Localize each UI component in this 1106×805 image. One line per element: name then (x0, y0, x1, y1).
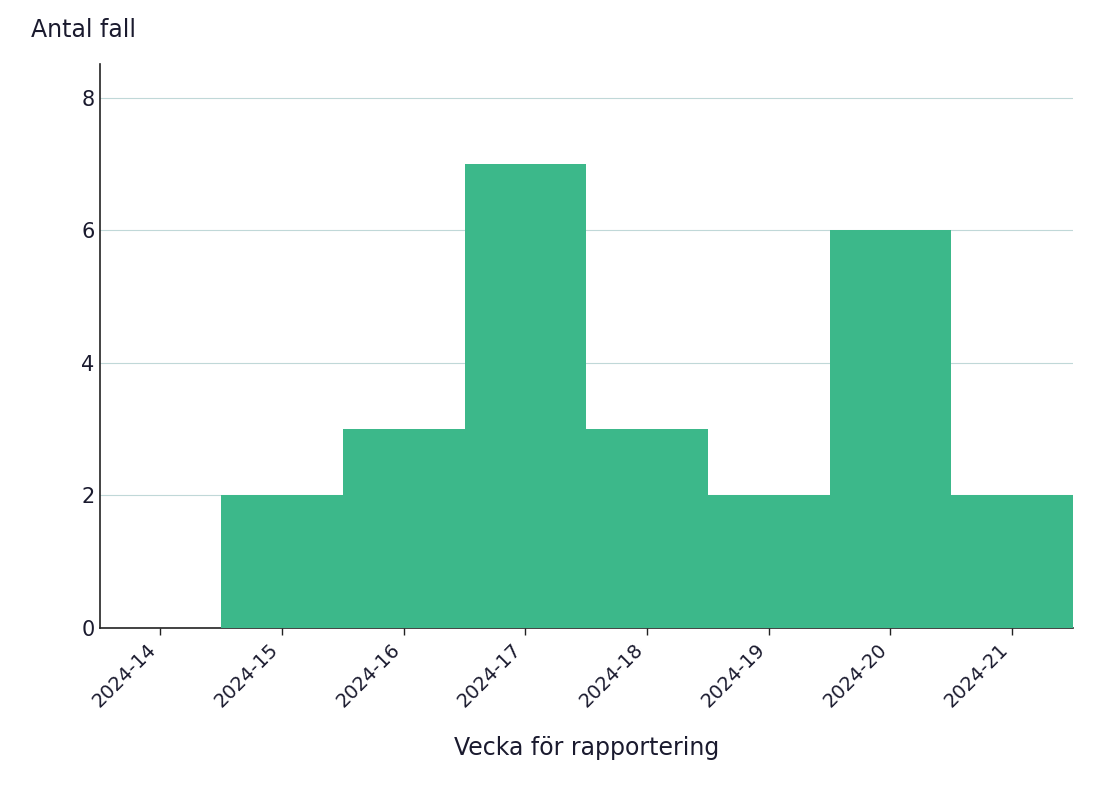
Bar (221, 495, 343, 628)
Bar (708, 495, 830, 628)
Bar (951, 495, 1073, 628)
Bar (465, 164, 586, 628)
X-axis label: Vecka för rapportering: Vecka för rapportering (453, 736, 719, 760)
Bar (586, 429, 708, 628)
Bar (343, 429, 465, 628)
Bar (830, 230, 951, 628)
Text: Antal fall: Antal fall (31, 18, 136, 42)
